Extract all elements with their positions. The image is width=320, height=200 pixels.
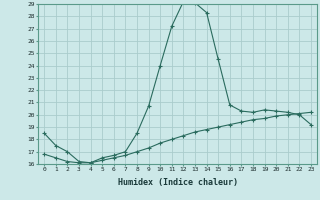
X-axis label: Humidex (Indice chaleur): Humidex (Indice chaleur) xyxy=(118,178,238,187)
